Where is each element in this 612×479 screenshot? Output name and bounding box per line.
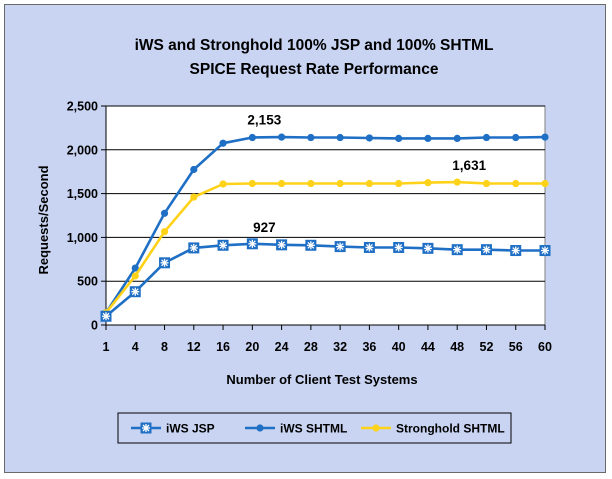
series-iws-jsp bbox=[100, 238, 551, 322]
legend-marker-iws-shtml bbox=[256, 424, 264, 432]
legend-label-stronghold-shtml: Stronghold SHTML bbox=[396, 422, 505, 436]
chart-title-line2: SPICE Request Rate Performance bbox=[190, 61, 439, 78]
chart-svg: iWS and Stronghold 100% JSP and 100% SHT… bbox=[36, 37, 552, 444]
x-tick-label-8: 8 bbox=[161, 340, 168, 354]
point-stronghold-shtml-12 bbox=[190, 193, 198, 201]
point-stronghold-shtml-20 bbox=[248, 179, 256, 188]
legend-item-iws-jsp: iWS JSP bbox=[131, 422, 215, 436]
y-tick-label-2500: 2,500 bbox=[67, 100, 98, 114]
point-stronghold-shtml-52 bbox=[482, 179, 491, 188]
x-tick-label-4: 4 bbox=[132, 340, 139, 354]
series-line-stronghold-shtml bbox=[104, 180, 545, 314]
point-iws-jsp-40 bbox=[393, 241, 405, 253]
point-iws-jsp-12 bbox=[188, 242, 200, 254]
y-tick-label-0: 0 bbox=[91, 319, 98, 333]
x-tick-label-56: 56 bbox=[509, 340, 523, 354]
y-tick-labels: 0 500 1,000 1,500 2,000 2,500 bbox=[67, 100, 98, 333]
legend-box bbox=[117, 412, 512, 444]
series-stronghold-shtml bbox=[102, 178, 549, 317]
y-axis-title: Requests/Second bbox=[36, 165, 51, 274]
point-iws-shtml-60 bbox=[541, 133, 549, 141]
point-stronghold-shtml-40 bbox=[395, 179, 403, 188]
point-stronghold-shtml-36 bbox=[365, 179, 373, 188]
series-line-iws-jsp bbox=[105, 242, 545, 318]
point-stronghold-shtml-56 bbox=[512, 179, 520, 188]
data-label-2153: 2,153 bbox=[247, 112, 281, 127]
point-iws-shtml-4 bbox=[131, 264, 139, 272]
point-stronghold-shtml-48 bbox=[453, 178, 461, 186]
chart-title-line1: iWS and Stronghold 100% JSP and 100% SHT… bbox=[135, 37, 494, 54]
y-tick-label-1500: 1,500 bbox=[67, 187, 98, 201]
x-tick-label-20: 20 bbox=[245, 340, 259, 354]
x-tick-label-16: 16 bbox=[216, 340, 230, 354]
x-axis-title: Number of Client Test Systems bbox=[226, 372, 417, 387]
point-iws-shtml-16 bbox=[219, 139, 227, 147]
point-iws-jsp-20 bbox=[246, 238, 258, 250]
y-tick-label-1000: 1,000 bbox=[67, 231, 98, 245]
point-iws-shtml-40 bbox=[395, 134, 403, 143]
point-stronghold-shtml-4 bbox=[131, 272, 139, 280]
x-tick-label-48: 48 bbox=[450, 340, 464, 354]
x-tick-label-32: 32 bbox=[333, 340, 347, 354]
point-iws-shtml-8 bbox=[160, 209, 169, 217]
point-iws-jsp-36 bbox=[363, 241, 375, 253]
point-iws-shtml-52 bbox=[482, 133, 491, 142]
legend-item-iws-shtml: iWS SHTML bbox=[245, 422, 347, 436]
x-tick-label-1: 1 bbox=[103, 340, 110, 354]
point-iws-shtml-56 bbox=[512, 133, 520, 142]
point-iws-jsp-1 bbox=[100, 310, 112, 322]
point-iws-jsp-8 bbox=[159, 257, 171, 269]
point-iws-shtml-12 bbox=[190, 165, 198, 174]
point-stronghold-shtml-16 bbox=[219, 180, 227, 188]
point-iws-shtml-20 bbox=[248, 133, 256, 142]
x-tick-label-24: 24 bbox=[275, 340, 289, 354]
legend-label-iws-jsp: iWS JSP bbox=[166, 422, 215, 436]
point-iws-jsp-28 bbox=[305, 239, 317, 251]
point-iws-jsp-32 bbox=[334, 241, 346, 253]
point-stronghold-shtml-28 bbox=[307, 179, 315, 188]
legend-label-iws-shtml: iWS SHTML bbox=[280, 422, 347, 436]
point-iws-jsp-52 bbox=[480, 244, 492, 256]
point-iws-jsp-24 bbox=[276, 239, 288, 251]
point-stronghold-shtml-24 bbox=[278, 179, 286, 188]
series-iws-shtml bbox=[102, 133, 549, 317]
x-tick-label-60: 60 bbox=[538, 340, 552, 354]
data-label-927: 927 bbox=[253, 220, 276, 235]
x-tick-labels: 1 4 8 12 16 20 24 28 32 36 40 44 48 52 56 60 bbox=[103, 325, 552, 354]
point-iws-jsp-4 bbox=[129, 286, 141, 298]
point-iws-jsp-44 bbox=[422, 242, 434, 254]
point-iws-jsp-48 bbox=[451, 244, 463, 256]
chart-area: iWS and Stronghold 100% JSP and 100% SHT… bbox=[4, 4, 606, 473]
point-iws-shtml-24 bbox=[278, 133, 286, 141]
legend-item-stronghold-shtml: Stronghold SHTML bbox=[361, 422, 505, 436]
point-iws-shtml-44 bbox=[424, 134, 432, 143]
x-tick-label-40: 40 bbox=[392, 340, 406, 354]
x-tick-label-52: 52 bbox=[480, 340, 494, 354]
point-stronghold-shtml-8 bbox=[160, 228, 169, 236]
point-iws-jsp-56 bbox=[510, 245, 522, 257]
y-tick-label-500: 500 bbox=[77, 275, 98, 289]
point-iws-shtml-36 bbox=[365, 134, 373, 142]
data-label-1631: 1,631 bbox=[452, 158, 486, 173]
series-line-iws-shtml bbox=[104, 135, 546, 314]
point-iws-shtml-48 bbox=[453, 134, 461, 143]
point-iws-jsp-16 bbox=[217, 239, 229, 251]
y-tick-label-2000: 2,000 bbox=[67, 143, 98, 157]
series-layer bbox=[100, 133, 551, 322]
point-stronghold-shtml-60 bbox=[541, 179, 549, 188]
x-tick-label-28: 28 bbox=[304, 340, 318, 354]
x-tick-label-36: 36 bbox=[362, 340, 376, 354]
point-iws-shtml-32 bbox=[336, 133, 344, 142]
grid-lines bbox=[101, 105, 545, 326]
x-tick-label-12: 12 bbox=[187, 340, 201, 354]
point-stronghold-shtml-32 bbox=[336, 179, 344, 188]
point-iws-jsp-60 bbox=[539, 245, 551, 257]
data-labels: 2,153 1,631 927 bbox=[247, 112, 486, 234]
point-iws-shtml-28 bbox=[307, 133, 315, 142]
legend: iWS JSP iWS SHTML Stronghold SHTML bbox=[117, 412, 512, 444]
x-tick-label-44: 44 bbox=[421, 340, 435, 354]
legend-marker-iws-jsp bbox=[140, 422, 152, 434]
point-stronghold-shtml-44 bbox=[424, 179, 432, 187]
legend-marker-stronghold-shtml bbox=[372, 424, 380, 432]
